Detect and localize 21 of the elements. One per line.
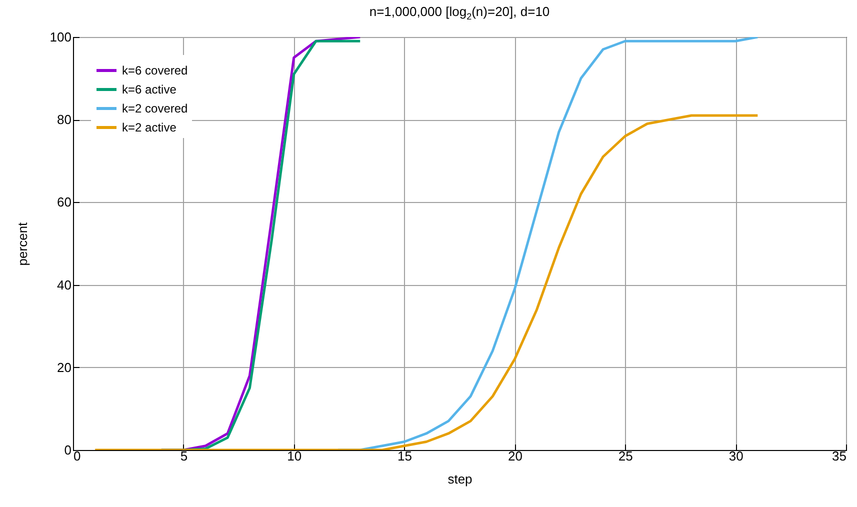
x-tick-label: 10 [287,448,302,464]
y-tick-label: 20 [57,360,72,375]
x-tick-label: 25 [618,448,633,464]
x-tick-label: 30 [728,448,744,464]
y-tick-label: 40 [57,277,72,292]
x-tick-label: 20 [508,448,522,464]
legend-label: k=2 covered [122,102,188,116]
y-tick-label: 80 [57,112,72,128]
x-axis-title: step [448,472,472,486]
y-axis-title: percent [14,222,30,266]
y-tick-label: 60 [57,194,72,210]
x-tick-label: 15 [398,448,412,464]
x-tick-label: 0 [74,448,81,464]
chart-title: n=1,000,000 [log$_{2}$(n)=20], d=10 [368,4,551,22]
legend-label: k=6 active [122,82,177,96]
line-series [94,114,759,450]
x-tick-label: 35 [832,448,846,464]
legend-label: k=2 active [122,120,177,134]
y-tick-label: 100 [50,30,72,44]
legend-label: k=6 covered [122,64,188,78]
x-tick-label: 5 [180,448,188,464]
